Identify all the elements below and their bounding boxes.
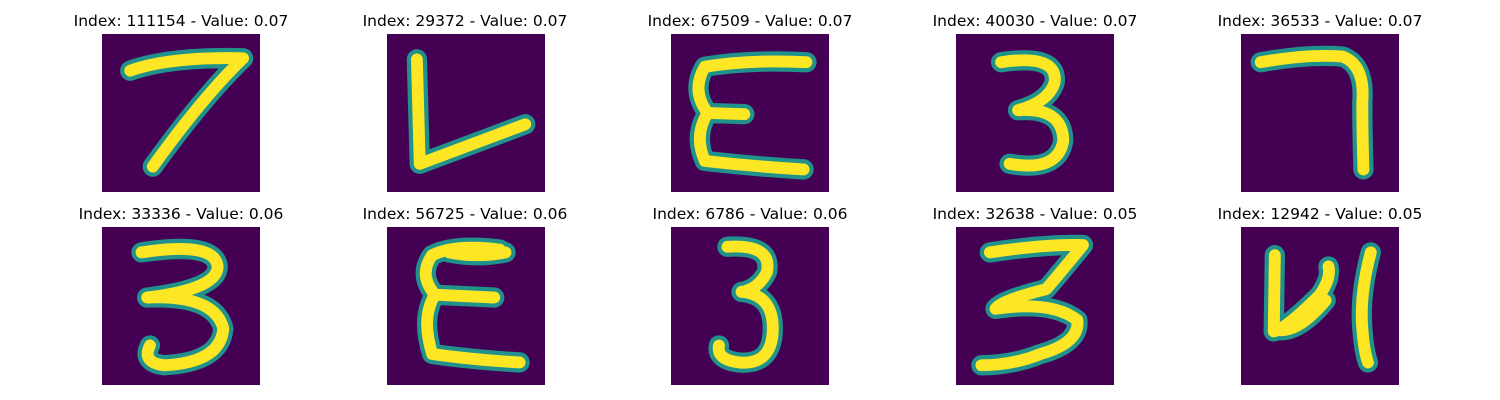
digit-glyph-svg [971, 234, 1094, 376]
glyph-core [975, 239, 1089, 372]
digit-glyph-svg [131, 238, 234, 376]
panel-title: Index: 56725 - Value: 0.06 [362, 205, 568, 223]
panel-title: Index: 12942 - Value: 0.05 [1217, 205, 1423, 223]
glyph-core [712, 240, 779, 369]
glyph-core [1254, 49, 1370, 176]
panel-title: Index: 67509 - Value: 0.07 [647, 12, 853, 30]
digit-glyph-svg [708, 236, 783, 373]
panel-title: Index: 6786 - Value: 0.06 [652, 205, 848, 223]
digit-image [102, 34, 260, 192]
digit-image [671, 34, 829, 192]
digit-image [1241, 34, 1399, 192]
digit-glyph-svg [415, 237, 530, 373]
digit-image [387, 227, 545, 385]
glyph-core [135, 243, 230, 372]
panel-title: Index: 36533 - Value: 0.07 [1217, 12, 1423, 30]
digit-image [102, 227, 260, 385]
digit-glyph-svg [120, 47, 254, 177]
digit-image [671, 227, 829, 385]
glyph-core [995, 54, 1070, 172]
panel-title: Index: 111154 - Value: 0.07 [73, 12, 289, 30]
digit-image [387, 34, 545, 192]
panel-title: Index: 33336 - Value: 0.06 [78, 205, 284, 223]
glyph-core [692, 55, 813, 176]
digit-glyph-svg [1250, 45, 1374, 180]
glyph-core [419, 241, 526, 369]
digit-glyph-svg [688, 51, 817, 180]
digit-image [1241, 227, 1399, 385]
digit-glyph-svg [406, 49, 536, 174]
glyph-core [124, 52, 249, 173]
glyph-core [410, 53, 532, 170]
panel-title: Index: 40030 - Value: 0.07 [932, 12, 1138, 30]
panel-title: Index: 32638 - Value: 0.05 [932, 205, 1138, 223]
glyph-edge [415, 237, 530, 373]
digit-glyph-svg [1263, 242, 1381, 373]
digit-glyph-svg [990, 50, 1074, 176]
digit-image [956, 34, 1114, 192]
glyph-core [1267, 246, 1377, 369]
glyph-edge [1250, 45, 1374, 180]
panel-title: Index: 29372 - Value: 0.07 [362, 12, 568, 30]
digit-image [956, 227, 1114, 385]
